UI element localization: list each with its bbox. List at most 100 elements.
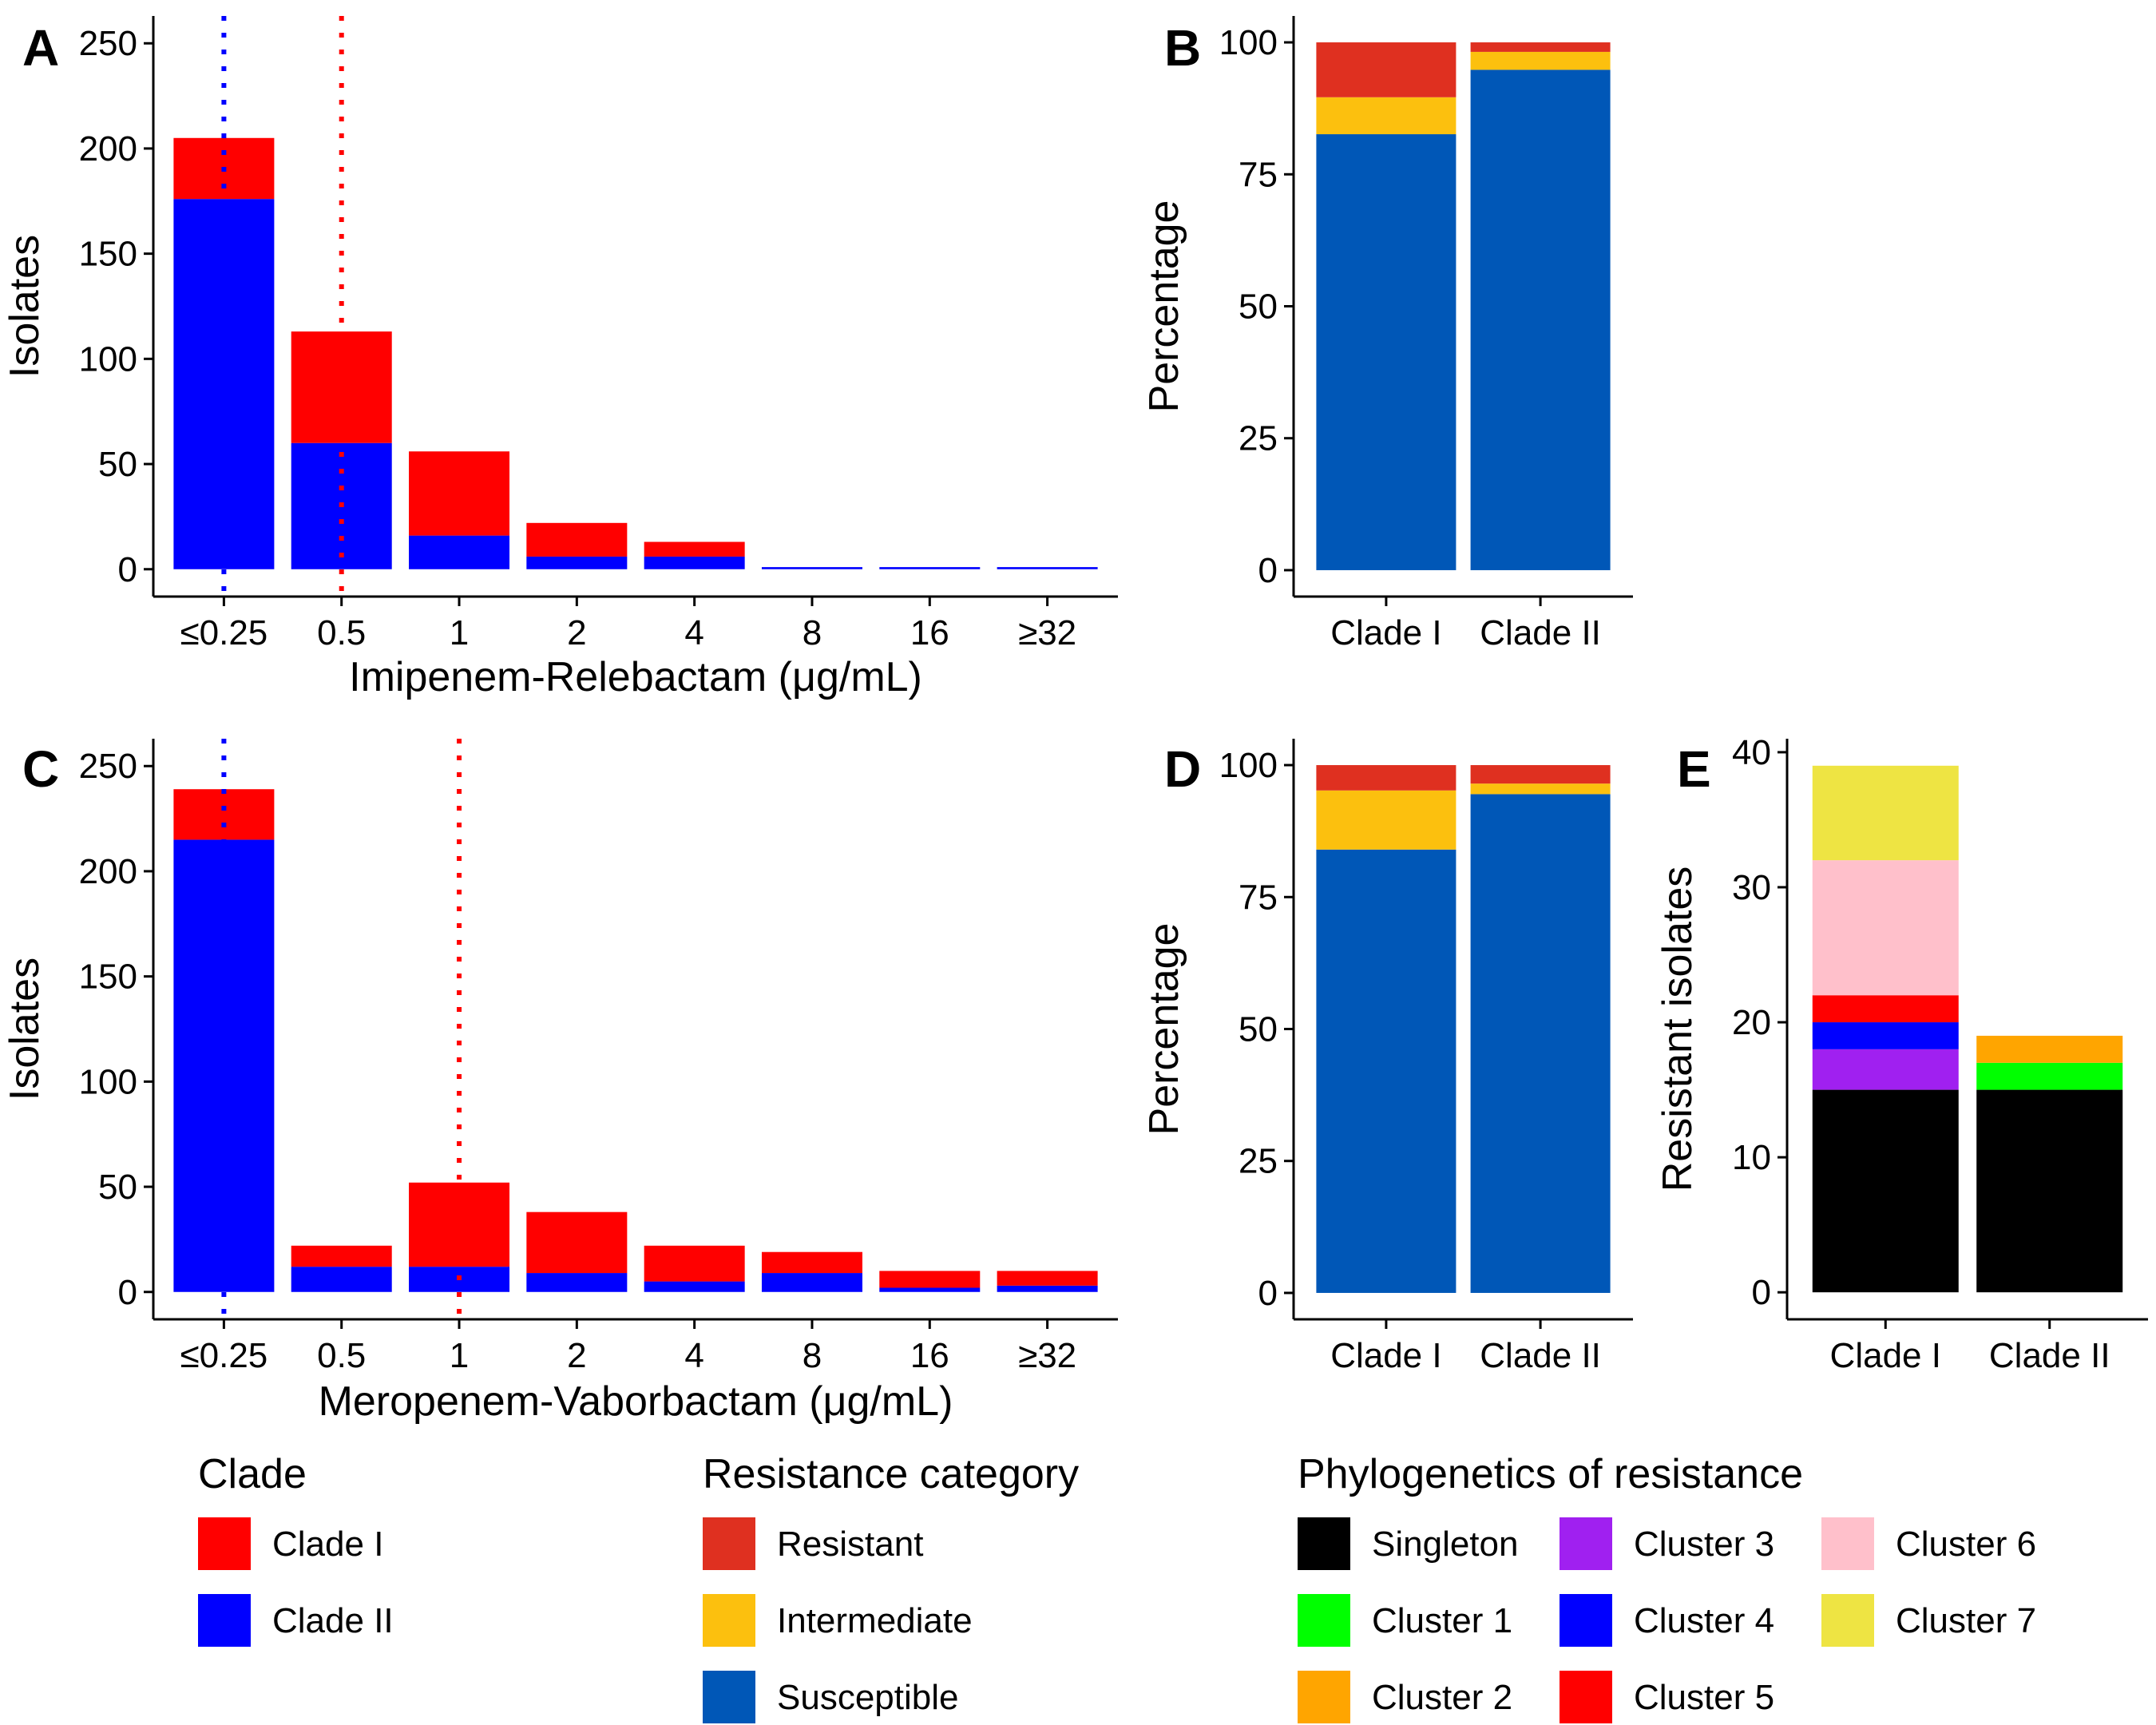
bar-c-clade-i-5 — [761, 1251, 862, 1274]
legend-swatch-3-2 — [1298, 1671, 1350, 1723]
x-tick-label-c-1: 0.5 — [317, 1336, 366, 1375]
legend-swatch-3-3 — [1560, 1517, 1612, 1570]
bar-d-resistant-0 — [1316, 765, 1456, 791]
legend-swatch-2-1 — [703, 1594, 755, 1647]
y-axis-label-b: Percentage — [1141, 200, 1187, 413]
y-tick-label-e-0: 0 — [1752, 1273, 1771, 1312]
legend-label-1-1: Clade II — [272, 1601, 394, 1640]
y-axis-label-e: Resistant isolates — [1655, 866, 1701, 1192]
x-tick-label-a-0: ≤0.25 — [180, 613, 268, 652]
y-tick-label-a-150: 150 — [79, 235, 137, 274]
legend-swatch-3-6 — [1821, 1517, 1874, 1570]
legend-label-1-0: Clade I — [272, 1525, 383, 1564]
legend-swatch-3-1 — [1298, 1594, 1350, 1647]
y-tick-label-c-0: 0 — [118, 1273, 137, 1312]
bar-a-clade-ii-2 — [409, 535, 510, 569]
bar-a-clade-ii-4 — [644, 556, 745, 569]
x-tick-label-e-0: Clade I — [1830, 1336, 1941, 1375]
bar-c-clade-i-1 — [291, 1245, 392, 1267]
bar-e-singleton-1 — [1976, 1089, 2123, 1293]
panel-e: E 0 10 20 30 40 Clade I Clade II Resistant isola… — [1655, 733, 2148, 1375]
x-tick-label-a-5: 8 — [803, 613, 822, 652]
x-tick-label-c-6: 16 — [910, 1336, 949, 1375]
bar-c-clade-ii-1 — [291, 1267, 392, 1292]
legend-label-3-4: Cluster 4 — [1634, 1601, 1774, 1640]
x-tick-label-b-1: Clade II — [1480, 613, 1601, 652]
bar-c-clade-ii-0 — [173, 839, 275, 1292]
x-axis-label-c: Meropenem-Vaborbactam (μg/mL) — [319, 1378, 953, 1425]
bar-e-cluster-1-1 — [1976, 1062, 2123, 1090]
x-tick-label-a-6: 16 — [910, 613, 949, 652]
bar-a-clade-i-4 — [644, 541, 745, 557]
bar-a-clade-i-2 — [409, 451, 510, 536]
legend-swatch-2-2 — [703, 1671, 755, 1723]
x-tick-label-e-1: Clade II — [1989, 1336, 2110, 1375]
legend-swatch-2-0 — [703, 1517, 755, 1570]
panel-letter-e: E — [1677, 740, 1711, 798]
x-tick-label-b-0: Clade I — [1330, 613, 1441, 652]
bar-e-singleton-0 — [1812, 1089, 1959, 1293]
bar-c-clade-i-6 — [879, 1271, 981, 1288]
legend-swatch-3-7 — [1821, 1594, 1874, 1647]
y-tick-label-d-0: 0 — [1258, 1274, 1278, 1313]
y-tick-label-b-25: 25 — [1239, 419, 1278, 458]
legend-swatch-1-1 — [198, 1594, 251, 1647]
legend-swatch-1-0 — [198, 1517, 251, 1570]
y-tick-label-e-30: 30 — [1732, 868, 1771, 907]
legend-label-2-1: Intermediate — [777, 1601, 973, 1640]
y-tick-label-c-50: 50 — [98, 1168, 137, 1207]
legend-label-3-7: Cluster 7 — [1896, 1601, 2036, 1640]
x-tick-label-a-1: 0.5 — [317, 613, 366, 652]
bar-d-intermediate-1 — [1470, 783, 1611, 795]
legend-title-2: Resistance category — [703, 1451, 1079, 1497]
y-tick-label-a-250: 250 — [79, 24, 137, 63]
bar-e-cluster-6-0 — [1812, 860, 1959, 996]
bar-d-intermediate-0 — [1316, 790, 1456, 850]
y-tick-label-d-75: 75 — [1239, 878, 1278, 917]
y-tick-label-e-20: 20 — [1732, 1003, 1771, 1042]
bar-a-clade-ii-5 — [761, 567, 862, 569]
x-tick-label-d-0: Clade I — [1330, 1336, 1441, 1375]
y-tick-label-c-100: 100 — [79, 1062, 137, 1101]
bar-c-clade-ii-7 — [997, 1285, 1098, 1292]
panel-letter-c: C — [22, 740, 59, 798]
legend-2: Resistance category Resistant Intermediate… — [703, 1451, 1079, 1723]
y-tick-label-e-10: 10 — [1732, 1138, 1771, 1177]
y-tick-label-d-50: 50 — [1239, 1010, 1278, 1049]
bar-e-cluster-7-0 — [1812, 765, 1959, 861]
y-axis-label-a: Isolates — [2, 235, 48, 378]
bar-a-clade-ii-0 — [173, 199, 275, 569]
bar-b-intermediate-1 — [1470, 51, 1611, 70]
x-tick-label-c-4: 4 — [684, 1336, 703, 1375]
bar-c-clade-i-2 — [409, 1182, 510, 1267]
bar-d-susceptible-1 — [1470, 794, 1611, 1293]
legend-label-3-2: Cluster 2 — [1372, 1678, 1512, 1717]
x-tick-label-a-3: 2 — [567, 613, 586, 652]
bar-b-resistant-0 — [1316, 42, 1456, 97]
legend-1: Clade Clade I Clade II — [198, 1451, 394, 1647]
legend-swatch-3-5 — [1560, 1671, 1612, 1723]
y-tick-label-c-200: 200 — [79, 852, 137, 891]
y-tick-label-b-100: 100 — [1219, 23, 1278, 62]
y-tick-label-d-25: 25 — [1239, 1142, 1278, 1181]
panel-b: B 0 25 50 75 100 Clade I Clade II Percentage — [1141, 16, 1633, 652]
bar-b-susceptible-0 — [1316, 134, 1456, 570]
bar-a-clade-ii-7 — [997, 567, 1098, 569]
x-tick-label-a-4: 4 — [684, 613, 703, 652]
x-tick-label-c-7: ≥32 — [1018, 1336, 1076, 1375]
bar-a-clade-i-3 — [526, 522, 628, 557]
panel-letter-b: B — [1164, 19, 1201, 77]
legend-label-2-0: Resistant — [777, 1525, 923, 1564]
bar-c-clade-ii-4 — [644, 1281, 745, 1292]
panel-letter-d: D — [1164, 740, 1201, 798]
legend-3: Phylogenetics of resistance Singleton Clus… — [1298, 1451, 2036, 1723]
y-tick-label-b-75: 75 — [1239, 155, 1278, 194]
bar-c-clade-ii-5 — [761, 1273, 862, 1292]
legend-label-2-2: Susceptible — [777, 1678, 958, 1717]
x-tick-label-a-7: ≥32 — [1018, 613, 1076, 652]
panel-c: C 0 50 100 150 200 250 ≤0.25 0.5 1 2 4 8 16 ≥32 Isolate… — [2, 739, 1118, 1425]
legend-label-3-0: Singleton — [1372, 1525, 1518, 1564]
legend-title-3: Phylogenetics of resistance — [1298, 1451, 1803, 1497]
y-tick-label-b-0: 0 — [1258, 551, 1278, 590]
